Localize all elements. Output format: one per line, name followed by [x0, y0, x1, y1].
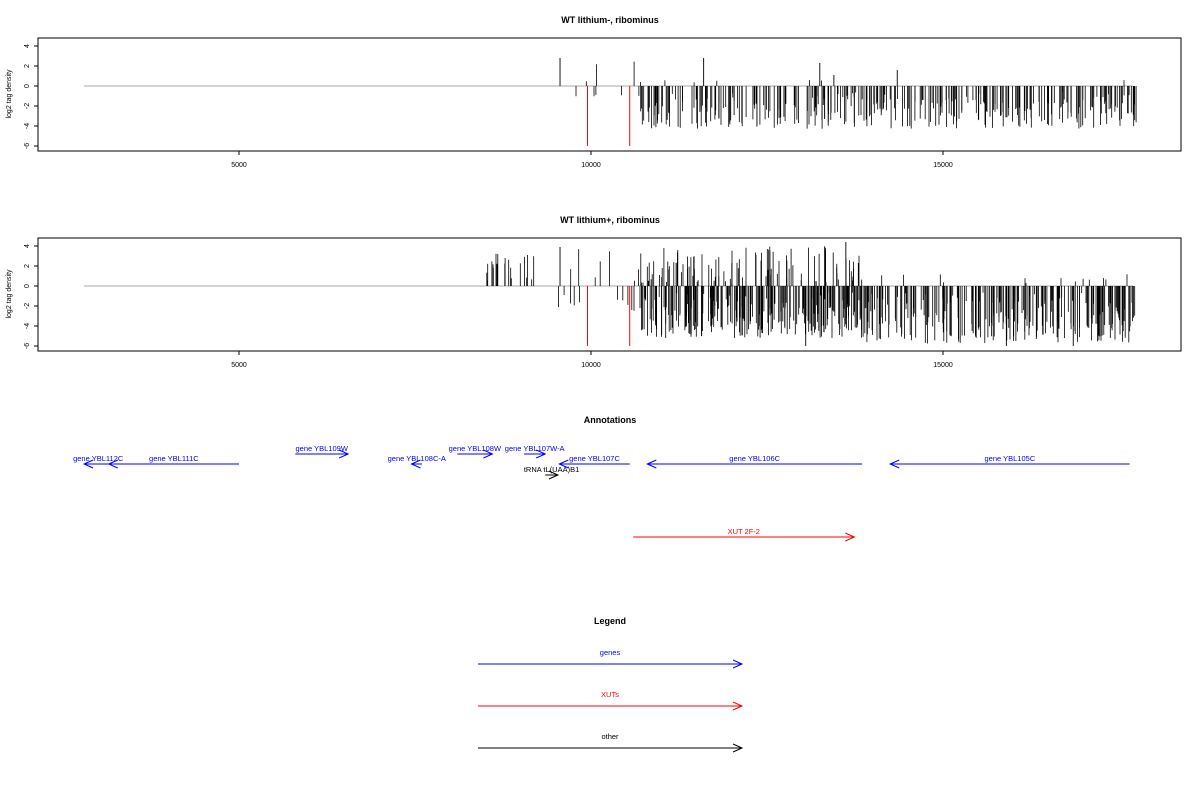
feature-label: tRNA tL(UAA)B1 — [524, 465, 579, 474]
highlighted-bars — [586, 286, 631, 346]
y-tick-label: 0 — [24, 84, 31, 88]
feature-8: gene YBL106C — [646, 454, 863, 469]
feature-label: gene YBL109W — [296, 444, 349, 453]
feature-4: gene YBL108W — [449, 444, 502, 459]
panel-lithium-plus: WT lithium+, ribominus log2 tag density … — [6, 215, 1182, 369]
y-tick-label: -6 — [24, 143, 31, 149]
y-tick-label: -4 — [24, 123, 31, 129]
legend-item-XUTs: XUTs — [478, 690, 744, 711]
y-tick-label: -2 — [24, 103, 31, 109]
x-tick-label: 15000 — [933, 362, 953, 369]
x-tick-label: 10000 — [581, 162, 601, 169]
feature-10: XUT 2F-2 — [633, 527, 856, 542]
feature-1: gene YBL111C — [107, 454, 239, 469]
feature-label: gene YBL111C — [149, 454, 199, 463]
x-tick-label: 5000 — [231, 162, 247, 169]
x-tick-label: 10000 — [581, 362, 601, 369]
feature-label: gene YBL112C — [73, 454, 124, 463]
density-bars — [84, 242, 1136, 346]
legend-label: XUTs — [601, 690, 619, 699]
feature-label: gene YBL108W — [449, 444, 502, 453]
panel-lithium-minus: WT lithium-, ribominus log2 tag density … — [6, 15, 1182, 169]
x-tick-label: 5000 — [231, 362, 247, 369]
y-axis-label: log2 tag density — [6, 69, 13, 119]
y-axis: -6 -4 -2 0 2 4 — [24, 44, 38, 149]
y-tick-label: 2 — [24, 264, 31, 268]
panel-title: WT lithium+, ribominus — [560, 215, 660, 225]
feature-3: gene YBL108C-A — [388, 454, 446, 469]
legend-item-other: other — [478, 732, 744, 753]
y-tick-label: 4 — [24, 244, 31, 248]
y-axis-label: log2 tag density — [6, 269, 13, 319]
feature-9: gene YBL105C — [888, 454, 1130, 469]
feature-6: tRNA tL(UAA)B1 — [524, 465, 579, 480]
legend-title: Legend — [594, 616, 626, 626]
feature-label: gene YBL107C — [569, 454, 620, 463]
x-axis: 5000 10000 15000 — [231, 151, 953, 169]
legend: Legend genes XUTs other — [478, 616, 744, 753]
panel-title: WT lithium-, ribominus — [561, 15, 659, 25]
feature-label: gene YBL106C — [729, 454, 780, 463]
feature-label: gene YBL108C-A — [388, 454, 446, 463]
y-tick-label: -2 — [24, 303, 31, 309]
feature-label: XUT 2F-2 — [728, 527, 760, 536]
annotations-title: Annotations — [584, 415, 637, 425]
plot-frame — [37, 37, 1182, 152]
feature-5: gene YBL107W-A — [505, 444, 565, 459]
y-tick-label: 0 — [24, 284, 31, 288]
feature-list: gene YBL112C gene YBL111C gene YBL109W gene… — [73, 444, 1130, 542]
feature-7: gene YBL107C — [558, 454, 630, 469]
y-tick-label: 4 — [24, 44, 31, 48]
legend-label: genes — [600, 648, 621, 657]
legend-label: other — [601, 732, 619, 741]
y-tick-label: -6 — [24, 343, 31, 349]
feature-2: gene YBL109W — [295, 444, 350, 459]
annotations-track: Annotations gene YBL112C gene YBL111Cgene… — [73, 415, 1130, 542]
feature-label: gene YBL107W-A — [505, 444, 565, 453]
legend-item-genes: genes — [478, 648, 744, 669]
x-tick-label: 15000 — [933, 162, 953, 169]
y-axis: -6 -4 -2 0 2 4 — [24, 244, 38, 349]
y-tick-label: -4 — [24, 323, 31, 329]
x-axis: 5000 10000 15000 — [231, 351, 953, 369]
feature-label: gene YBL105C — [985, 454, 1036, 463]
plot-frame — [37, 237, 1182, 352]
y-tick-label: 2 — [24, 64, 31, 68]
highlighted-bars — [586, 86, 631, 146]
legend-items: genes XUTs other — [478, 648, 744, 753]
density-bars — [84, 58, 1137, 129]
